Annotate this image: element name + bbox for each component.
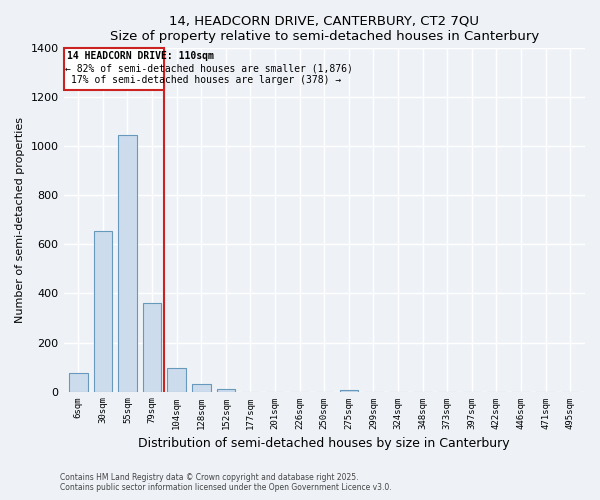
Y-axis label: Number of semi-detached properties: Number of semi-detached properties [15,117,25,323]
FancyBboxPatch shape [64,48,164,90]
Bar [167,368,186,392]
Bar [118,136,137,392]
Bar [94,231,112,392]
Text: 17% of semi-detached houses are larger (378) →: 17% of semi-detached houses are larger (… [71,76,341,86]
Bar [340,390,358,392]
Bar [143,304,161,392]
Title: 14, HEADCORN DRIVE, CANTERBURY, CT2 7QU
Size of property relative to semi-detach: 14, HEADCORN DRIVE, CANTERBURY, CT2 7QU … [110,15,539,43]
Bar [217,389,235,392]
Text: Contains HM Land Registry data © Crown copyright and database right 2025.
Contai: Contains HM Land Registry data © Crown c… [60,473,392,492]
Text: 14 HEADCORN DRIVE: 110sqm: 14 HEADCORN DRIVE: 110sqm [67,52,214,62]
X-axis label: Distribution of semi-detached houses by size in Canterbury: Distribution of semi-detached houses by … [139,437,510,450]
Text: ← 82% of semi-detached houses are smaller (1,876): ← 82% of semi-detached houses are smalle… [65,63,353,73]
Bar [69,373,88,392]
Bar [192,384,211,392]
